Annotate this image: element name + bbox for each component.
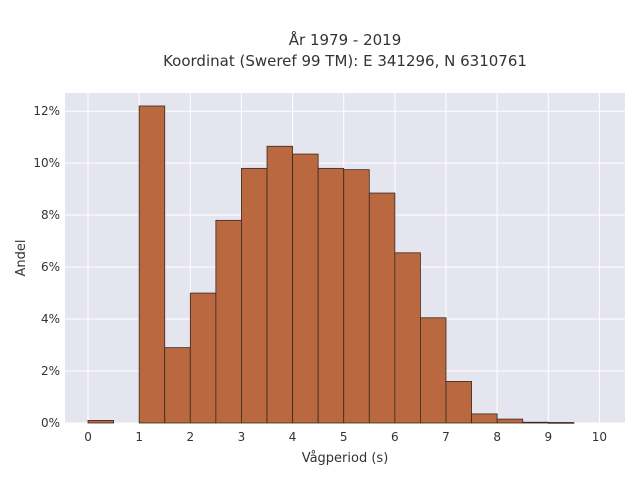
x-tick-label: 1 <box>135 430 143 444</box>
y-tick-label: 10% <box>33 156 60 170</box>
histogram-bar <box>87 420 114 424</box>
histogram-bar <box>189 292 217 424</box>
chart-title-line-2: Koordinat (Sweref 99 TM): E 341296, N 63… <box>163 52 527 70</box>
tick-labels: 0 1 2 3 4 5 6 7 8 9 10 0% 2% 4% 6% 8% 10% 12% <box>33 104 607 444</box>
histogram-bar <box>343 169 370 424</box>
y-tick-label: 4% <box>41 312 60 326</box>
x-tick-label: 3 <box>238 430 246 444</box>
histogram-bar <box>292 153 319 424</box>
y-tick-label: 6% <box>41 260 60 274</box>
y-tick-label: 0% <box>41 416 60 430</box>
histogram-bar <box>420 317 447 424</box>
x-axis-label: Vågperiod (s) <box>302 451 389 466</box>
histogram-bar <box>496 418 524 424</box>
histogram-bar <box>317 167 345 424</box>
histogram-bar <box>445 381 472 424</box>
bars <box>87 105 575 424</box>
x-tick-label: 10 <box>592 430 607 444</box>
y-tick-label: 12% <box>33 104 60 118</box>
y-tick-label: 8% <box>41 208 60 222</box>
histogram-bar <box>138 105 166 424</box>
x-tick-label: 8 <box>493 430 501 444</box>
histogram-bar <box>471 413 498 424</box>
histogram-bar <box>368 192 396 424</box>
histogram-bar <box>266 145 293 424</box>
x-tick-label: 2 <box>186 430 194 444</box>
histogram-bar <box>394 252 421 424</box>
x-tick-label: 9 <box>544 430 552 444</box>
histogram-bar <box>547 422 575 424</box>
y-tick-label: 2% <box>41 364 60 378</box>
x-tick-label: 0 <box>84 430 92 444</box>
histogram-bar <box>241 167 268 424</box>
chart-title-line-1: År 1979 - 2019 <box>289 30 402 49</box>
histogram-bar <box>164 347 191 424</box>
x-tick-label: 4 <box>289 430 297 444</box>
x-tick-label: 7 <box>442 430 450 444</box>
histogram-bar <box>522 421 549 424</box>
histogram-bar <box>215 219 242 424</box>
y-axis-label: Andel <box>14 240 29 277</box>
x-tick-label: 6 <box>391 430 399 444</box>
x-tick-label: 5 <box>340 430 348 444</box>
